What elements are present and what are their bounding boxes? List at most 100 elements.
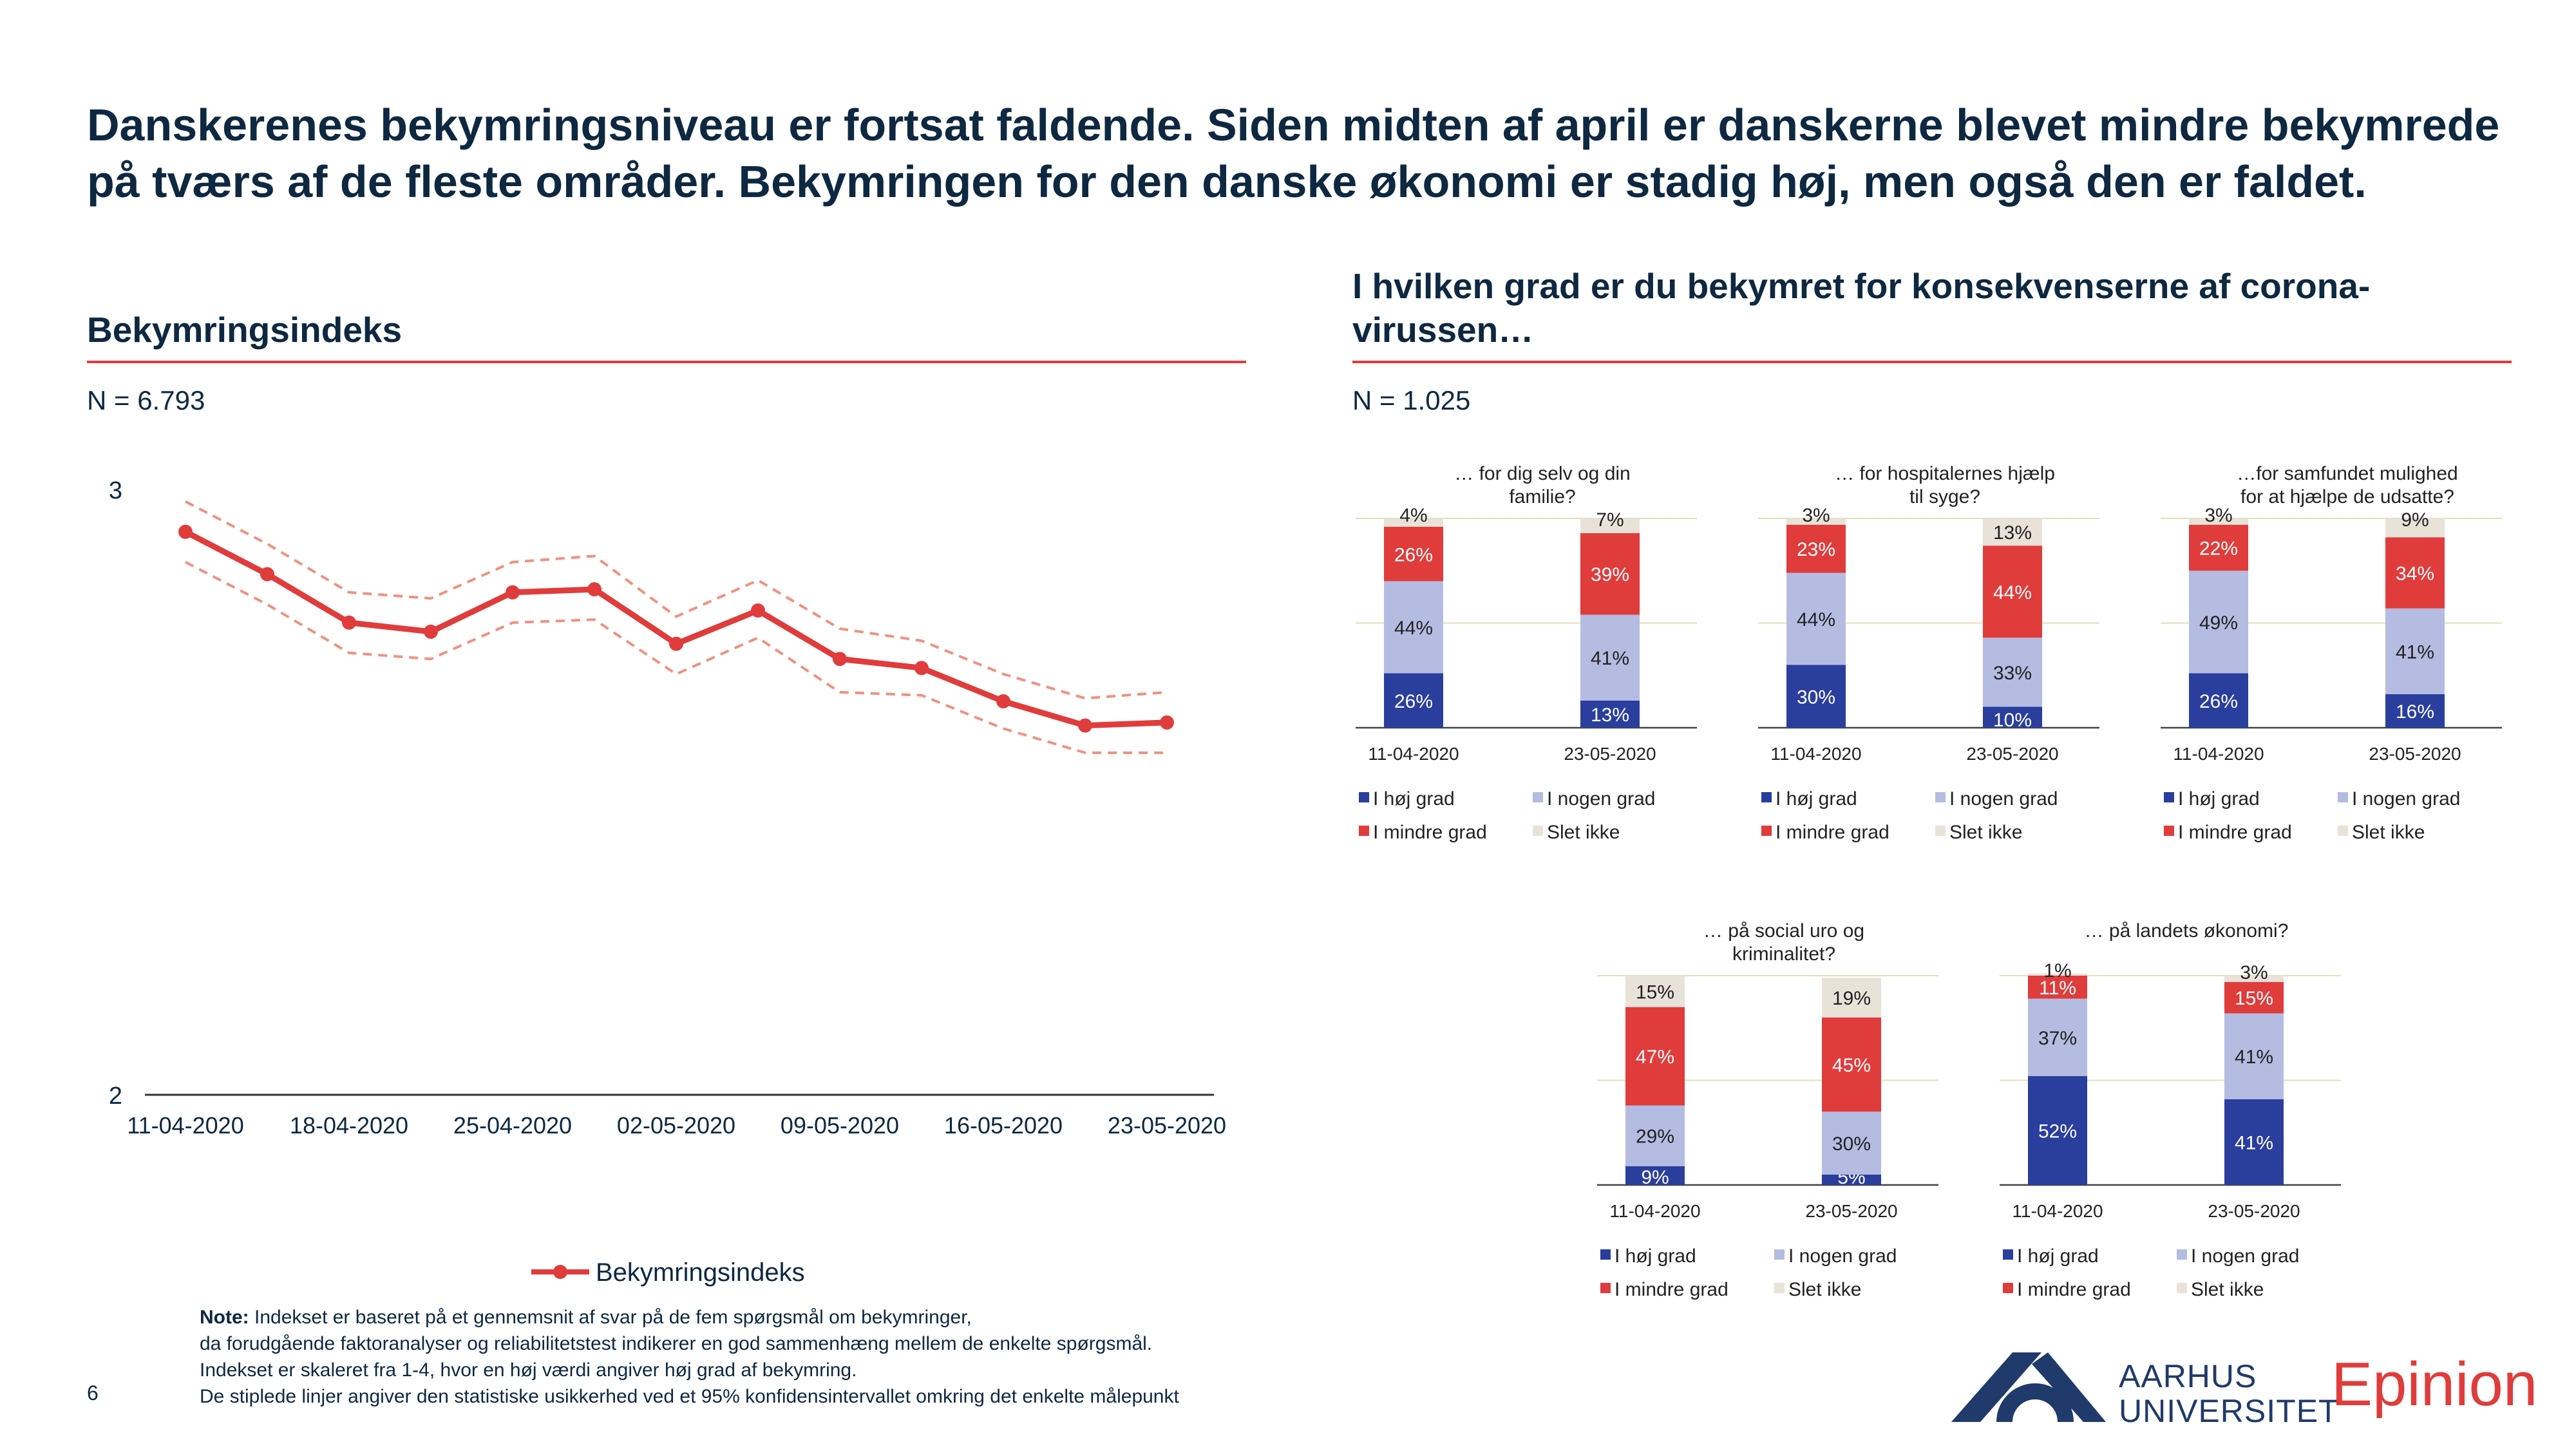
legend-swatch-slet [1533, 826, 1543, 836]
data-label: 23% [1797, 539, 1835, 560]
legend-swatch-nogen [1774, 1249, 1785, 1260]
data-label: 39% [1591, 564, 1629, 585]
legend-swatch-nogen [1935, 792, 1946, 802]
bar-segment-slet [1625, 976, 1685, 1007]
epinion-logo: Epinion [2331, 1350, 2538, 1419]
y-tick-label: 3 [109, 477, 122, 504]
bar-segment-hoj [2028, 1076, 2087, 1185]
data-label: 52% [2038, 1121, 2077, 1142]
x-tick-label: 16-05-2020 [944, 1112, 1063, 1139]
data-label: 41% [2396, 641, 2434, 663]
data-label: 26% [1394, 691, 1433, 712]
bar-segment-hoj [1580, 700, 1640, 728]
legend-label-nogen: I nogen grad [1547, 788, 1655, 810]
legend-swatch-mindre [2003, 1283, 2013, 1293]
bar-segment-nogen [2385, 608, 2445, 694]
data-label: 44% [1394, 618, 1433, 639]
data-point [424, 624, 438, 639]
bar-segment-slet [1384, 518, 1443, 527]
legend-label-mindre: I mindre grad [1373, 822, 1487, 843]
bar-segment-mindre [1822, 1018, 1881, 1112]
bar-segment-mindre [1384, 527, 1443, 582]
right-section-title: I hvilken grad er du bekymret for konsek… [1352, 264, 2370, 352]
left-n-label: N = 6.793 [87, 385, 205, 415]
legend-swatch-hoj [1761, 792, 1772, 802]
legend-swatch-dot [553, 1265, 567, 1279]
data-label: 30% [1832, 1133, 1871, 1155]
x-tick-label: 02-05-2020 [617, 1112, 735, 1139]
data-point [587, 582, 601, 597]
left-section-title: Bekymringsindeks [87, 310, 402, 350]
x-tick-label: 23-05-2020 [1805, 1201, 1897, 1221]
data-point [1078, 718, 1092, 733]
bar-segment-nogen [1384, 581, 1443, 674]
x-tick-label: 23-05-2020 [2208, 1201, 2300, 1221]
bar-segment-mindre [2224, 981, 2284, 1014]
data-label: 44% [1993, 582, 2032, 603]
bar-segment-slet [1822, 978, 1881, 1018]
bar-segment-mindre [2189, 524, 2248, 571]
data-point [1160, 715, 1174, 730]
bar-segment-hoj [1625, 1166, 1685, 1185]
data-point [669, 636, 683, 651]
data-label: 11% [2039, 978, 2076, 999]
note-line3: Indekset er skaleret fra 1-4, hvor en hø… [200, 1359, 857, 1381]
data-label: 9% [2401, 509, 2429, 531]
data-label: 41% [2235, 1046, 2273, 1068]
legend-label-slet: Slet ikke [1788, 1279, 1861, 1300]
legend-swatch-slet [1774, 1283, 1785, 1293]
bar-segment-slet [2224, 976, 2284, 982]
legend-swatch-hoj [2003, 1249, 2013, 1260]
legend-label-mindre: I mindre grad [2178, 822, 2292, 843]
legend-label-mindre: I mindre grad [1776, 822, 1889, 843]
legend-label-slet: Slet ikke [1547, 822, 1620, 843]
bar-segment-nogen [1786, 573, 1846, 665]
legend-label-hoj: I høj grad [2178, 788, 2260, 810]
data-label: 9% [1641, 1167, 1669, 1188]
data-label: 41% [2235, 1132, 2273, 1153]
bar-segment-nogen [1822, 1112, 1881, 1175]
aarhus-universitet-logo-icon [1951, 1352, 2106, 1422]
bar-segment-mindre [1625, 1007, 1685, 1106]
legend-label-hoj: I høj grad [1373, 788, 1455, 810]
data-label: 47% [1636, 1046, 1674, 1068]
chart-title: til syge? [1909, 486, 1980, 507]
legend-label-slet: Slet ikke [1949, 822, 2022, 843]
data-label: 13% [1993, 522, 2032, 544]
legend-swatch-nogen [2338, 792, 2348, 802]
bar-segment-nogen [1625, 1105, 1685, 1166]
right-section-rule [1352, 361, 2512, 363]
data-point [751, 603, 765, 618]
legend-label-mindre: I mindre grad [1615, 1279, 1728, 1300]
bar-segment-mindre [2028, 976, 2087, 999]
note-line4: De stiplede linjer angiver den statistis… [200, 1386, 1179, 1407]
data-point [178, 524, 193, 539]
data-label: 19% [1832, 988, 1871, 1009]
data-label: 3% [2204, 505, 2232, 526]
data-label: 41% [1591, 648, 1629, 669]
legend-label-nogen: I nogen grad [1788, 1245, 1897, 1267]
x-tick-label: 23-05-2020 [1564, 744, 1656, 764]
x-tick-label: 11-04-2020 [1368, 744, 1459, 764]
y-tick-label: 2 [109, 1083, 122, 1110]
series-line-bekymringsindeks [184, 529, 1168, 729]
bar-segment-nogen [2028, 998, 2087, 1076]
bar-segment-hoj [1983, 706, 2042, 728]
data-point [996, 694, 1010, 708]
x-tick-label: 11-04-2020 [2173, 744, 2264, 764]
data-label: 29% [1636, 1126, 1674, 1148]
right-title-line2: virussen… [1352, 310, 1534, 350]
legend-swatch-mindre [1359, 826, 1369, 836]
lower-confidence-line [185, 561, 1167, 754]
data-label: 26% [2199, 691, 2238, 712]
page-number: 6 [87, 1381, 99, 1405]
x-tick-label: 11-04-2020 [1609, 1201, 1700, 1221]
data-label: 4% [1399, 505, 1427, 526]
chart-title: … på landets økonomi? [2085, 920, 2289, 942]
bar-segment-hoj [1822, 1174, 1881, 1185]
note-label: Note: [200, 1307, 249, 1328]
